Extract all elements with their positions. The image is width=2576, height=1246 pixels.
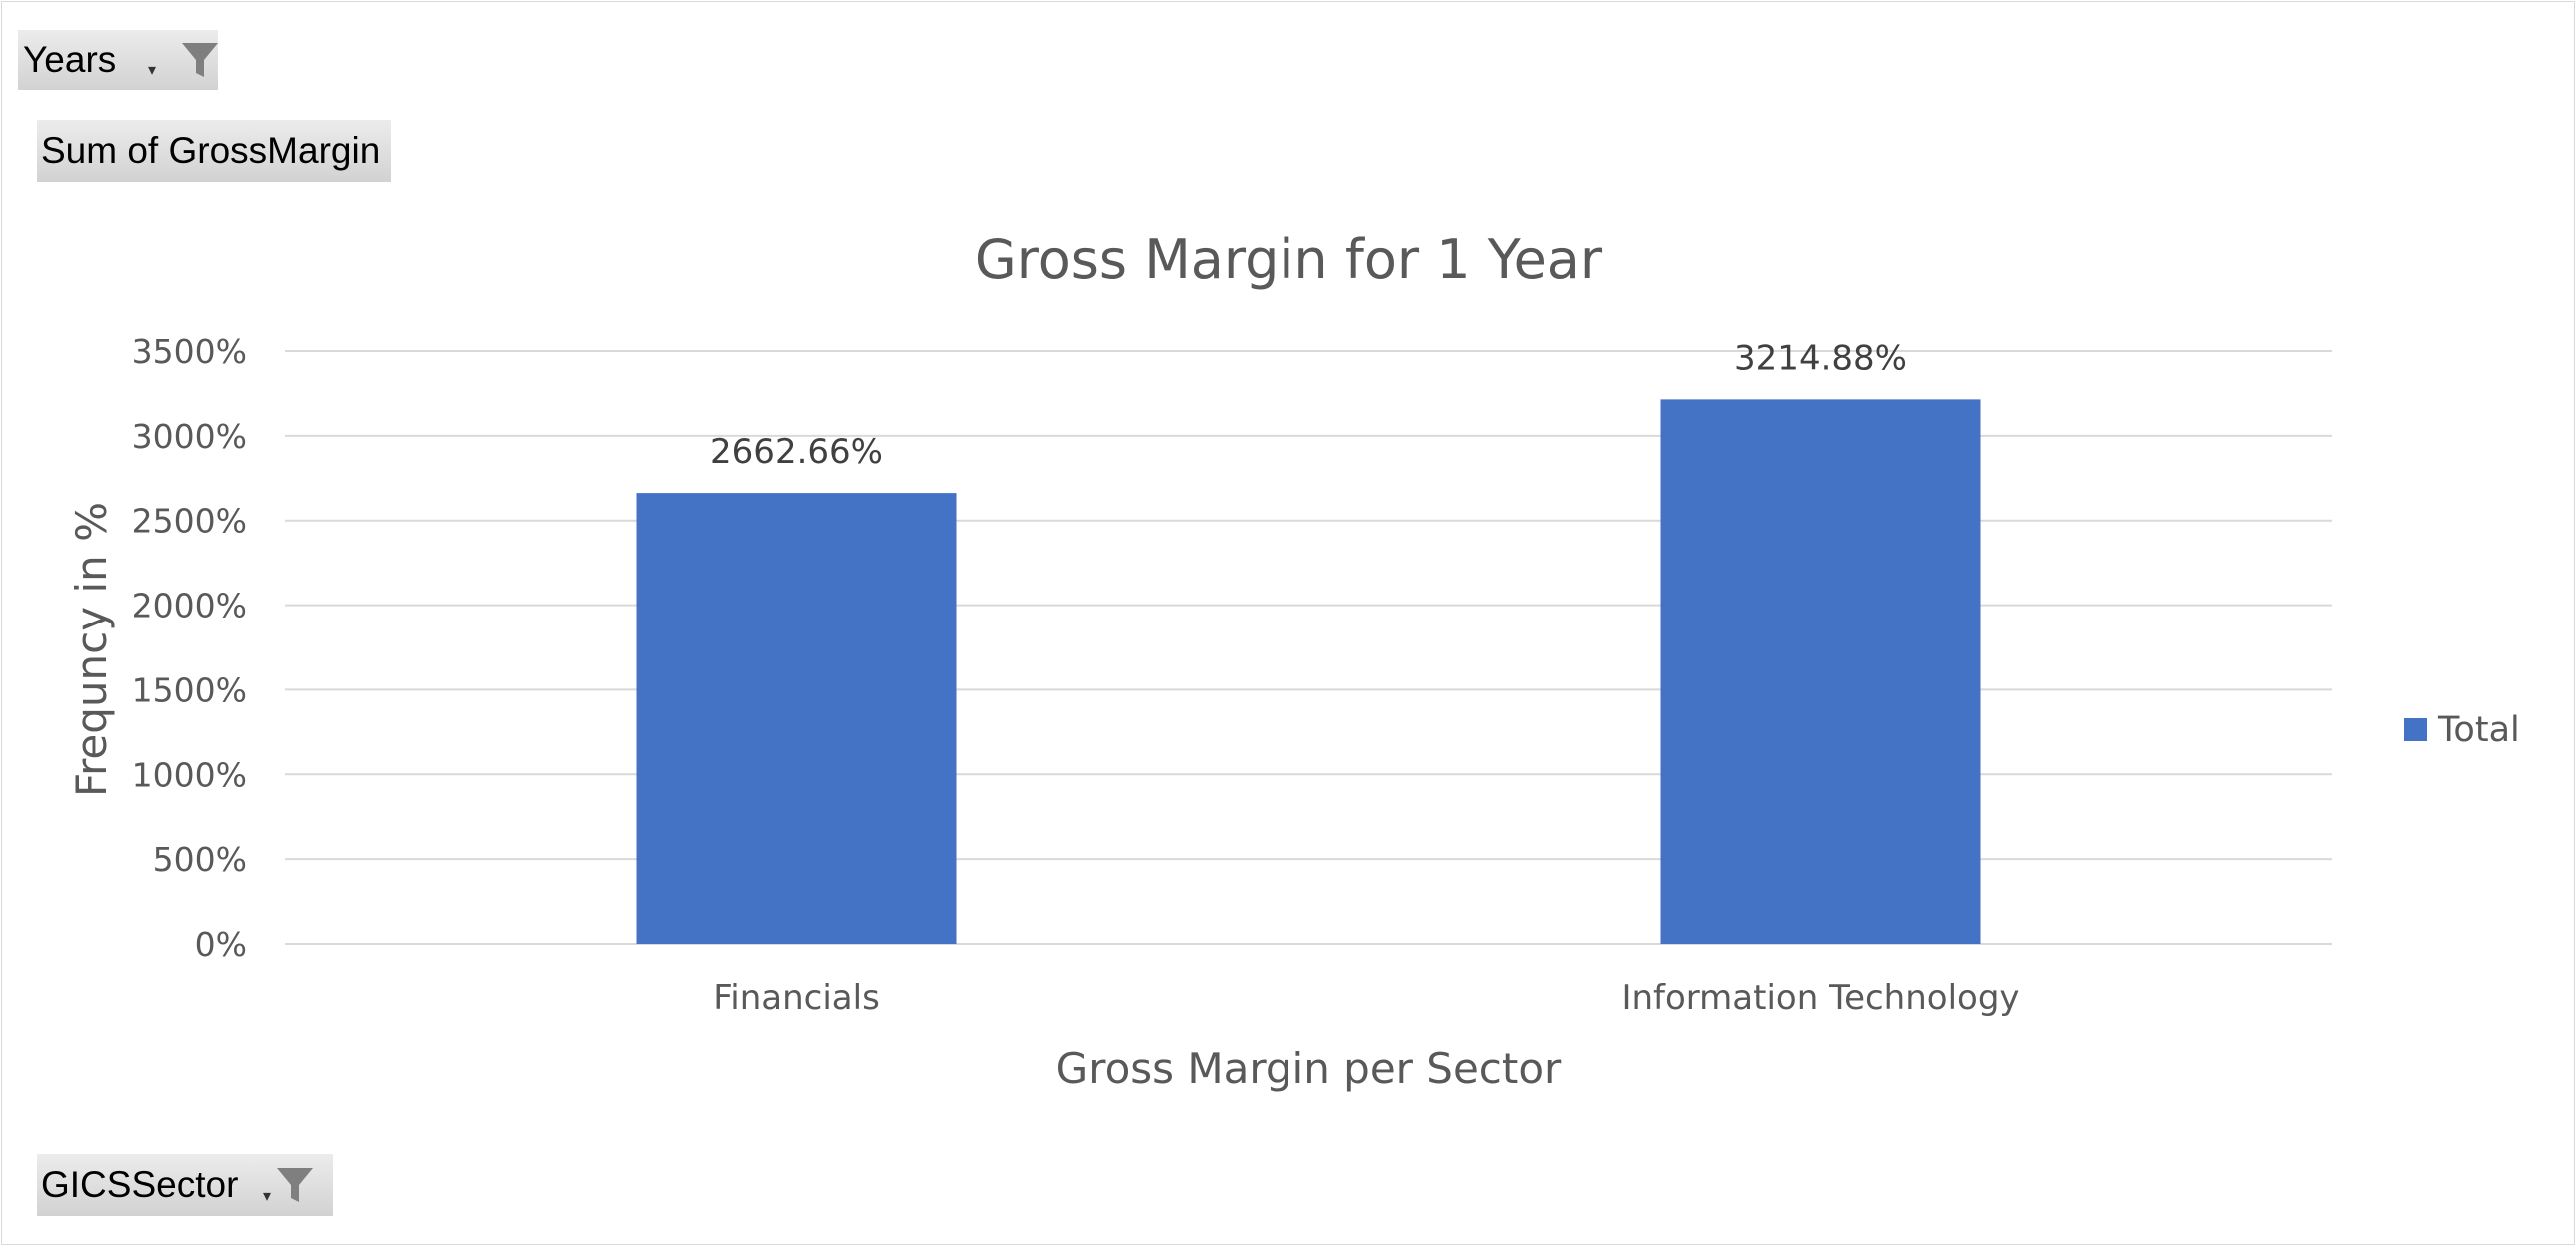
bars [636,399,1981,945]
x-axis-categories: Financials Information Technology [713,978,2019,1018]
y-axis-title: Frequncy in % [67,502,116,797]
x-axis-title: Gross Margin per Sector [1056,1044,1562,1093]
x-category-label: Information Technology [1621,978,2019,1018]
y-axis-ticks: 0% 500% 1000% 1500% 2000% 2500% 3000% 3500% [132,332,247,964]
chart-title: Gross Margin for 1 Year [975,228,1603,291]
sector-filter-button[interactable]: GICSSector ▾ [37,1154,333,1216]
values-field-label: Sum of GrossMargin [41,130,381,171]
data-label: 3214.88% [1734,338,1907,378]
sector-filter-label: GICSSector [41,1164,239,1205]
legend: Total [2404,710,2520,750]
data-labels: 2662.66% 3214.88% [710,338,1907,472]
values-field-button[interactable]: Sum of GrossMargin [37,120,391,182]
y-tick-label: 2000% [132,587,247,625]
y-tick-label: 3500% [132,332,247,371]
y-tick-label: 1500% [132,670,247,709]
filter-icon [277,1168,313,1202]
gridlines [285,350,2332,945]
y-tick-label: 3000% [132,417,247,456]
dropdown-icon: ▾ [148,62,157,79]
dropdown-icon: ▾ [263,1188,272,1205]
bar [1660,399,1981,945]
legend-label: Total [2437,710,2520,750]
y-tick-label: 500% [153,840,247,879]
y-tick-label: 0% [195,925,247,964]
legend-swatch [2404,718,2427,741]
years-filter-label: Years [23,39,117,80]
data-label: 2662.66% [710,432,883,472]
x-category-label: Financials [713,978,880,1018]
y-tick-label: 1000% [132,755,247,794]
years-filter-button[interactable]: Years ▾ [18,30,218,90]
bar [636,493,957,944]
y-tick-label: 2500% [132,502,247,541]
filter-icon [182,43,218,77]
